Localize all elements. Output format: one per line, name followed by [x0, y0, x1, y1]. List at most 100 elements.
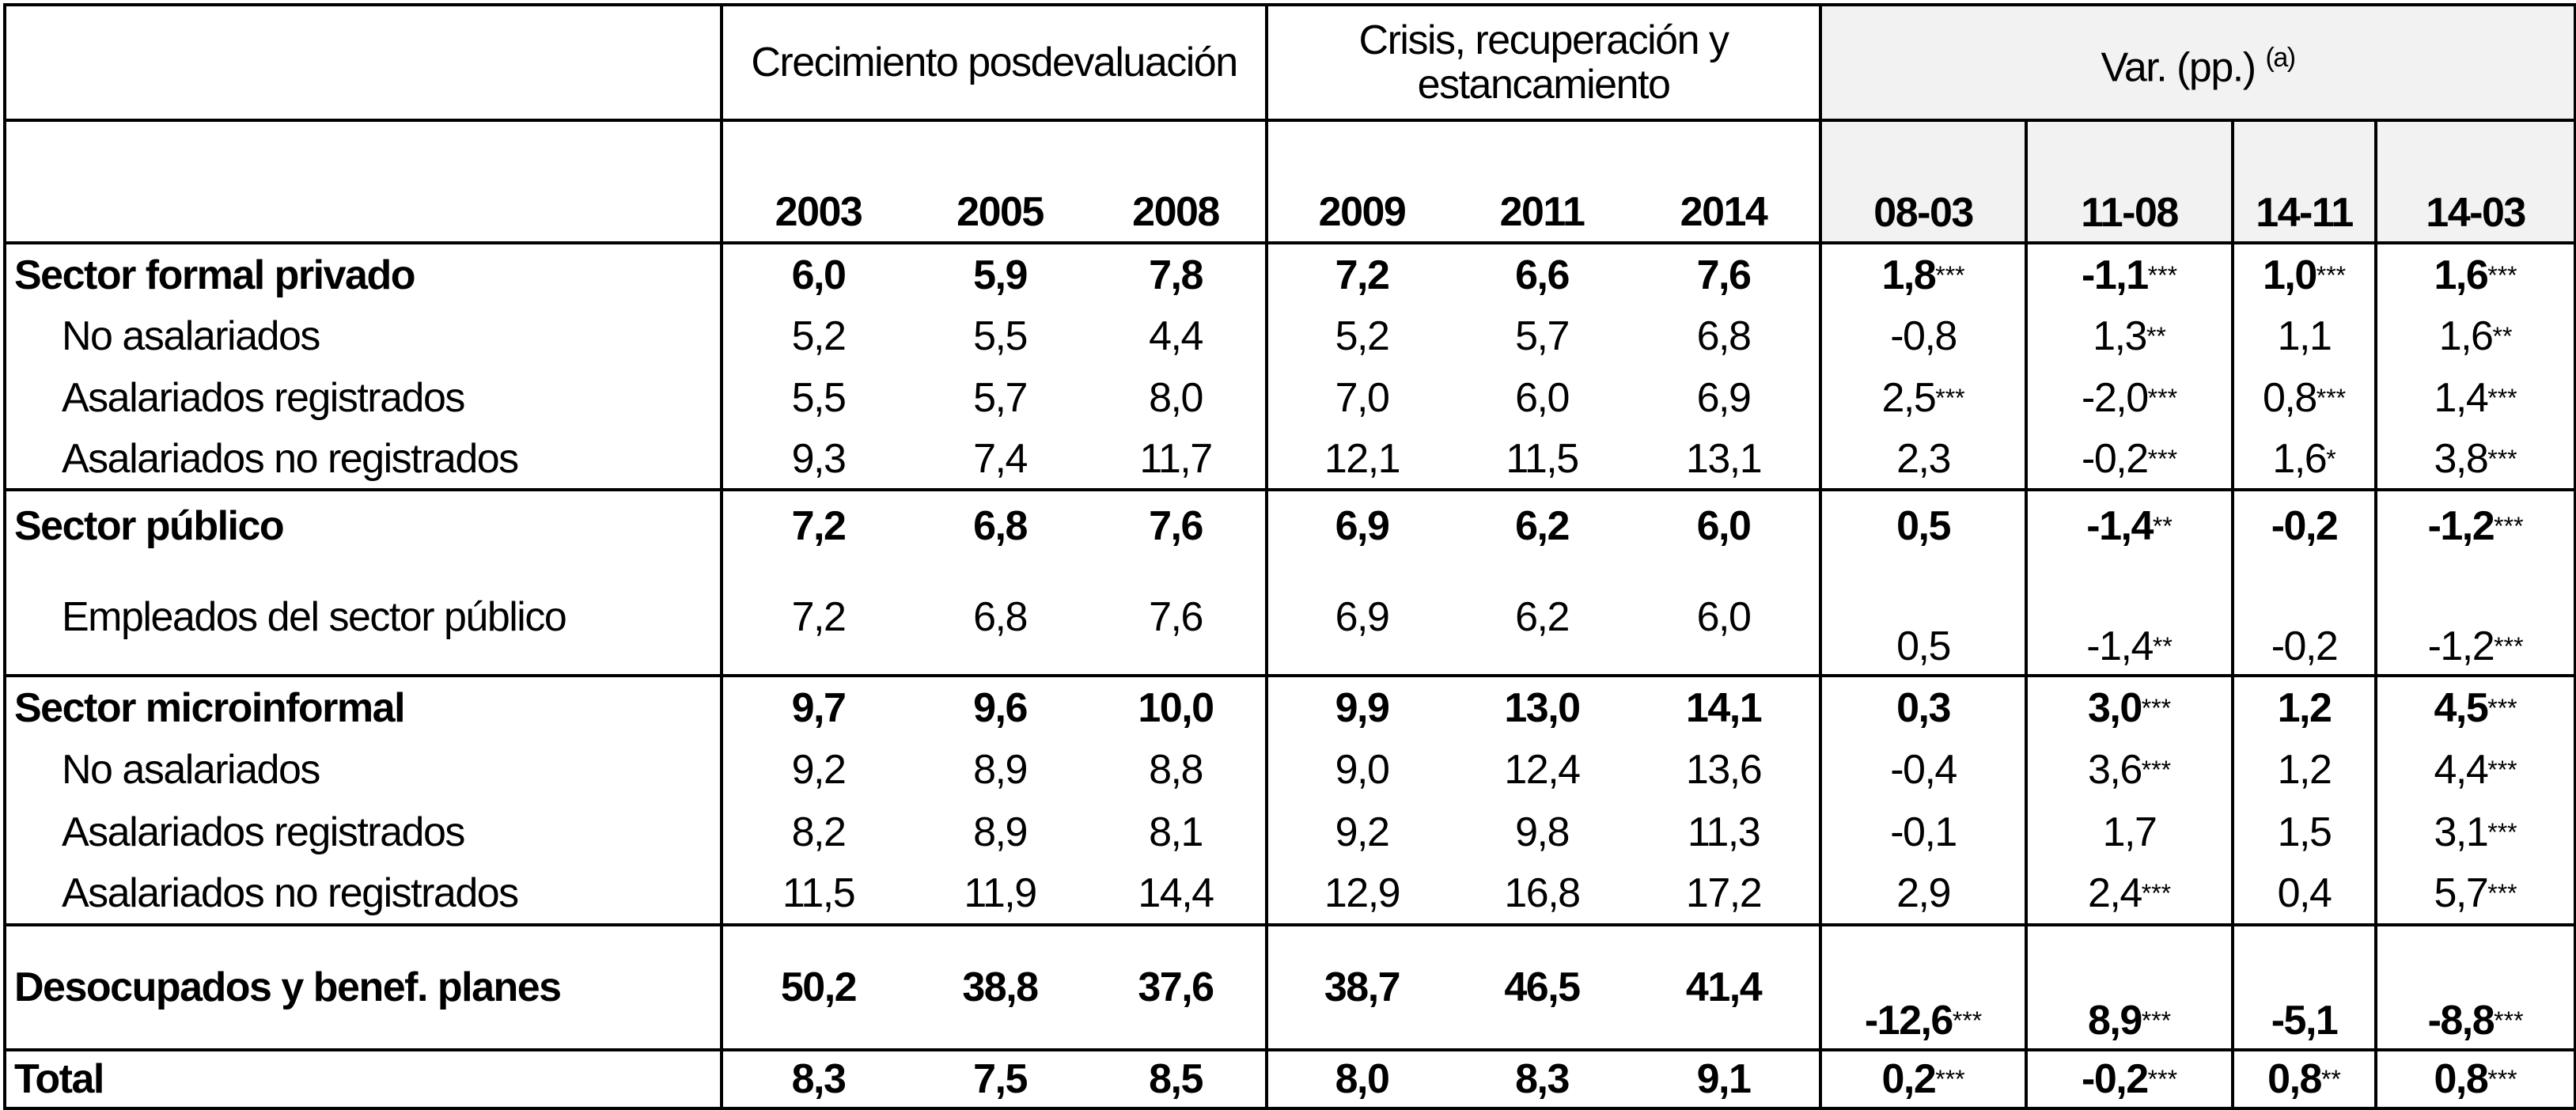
significance-stars: *** — [2487, 756, 2517, 784]
significance-stars: *** — [1935, 260, 1965, 290]
var-11-08: 1,7 — [2025, 801, 2235, 862]
var-14-03: 3,8*** — [2374, 429, 2576, 491]
var-11-08: -2,0*** — [2025, 366, 2235, 429]
var-11-08: 1,3** — [2025, 305, 2235, 366]
value-2003: 11,5 — [720, 862, 914, 926]
table-row: No asalariados 9,2 8,9 8,8 9,0 12,4 13,6 -0,4 3,… — [3, 738, 2576, 801]
var-value: 1,3 — [2093, 313, 2147, 359]
significance-stars: *** — [2316, 260, 2347, 290]
row-label: Sector microinformal — [3, 674, 723, 738]
significance-stars: *** — [2141, 878, 2172, 907]
header-empty-cell — [3, 119, 723, 244]
value-2005: 5,7 — [973, 374, 1028, 421]
table-row: Sector público 7,2 6,8 7,6 6,9 6,2 6,0 0,5 -1,4*… — [3, 488, 2576, 560]
value-2008: 4,4 — [1086, 305, 1268, 366]
value-2008: 8,8 — [1086, 738, 1268, 801]
value-2014: 14,1 — [1628, 674, 1823, 738]
significance-stars: *** — [2141, 756, 2172, 784]
var-14-03: 1,4*** — [2374, 366, 2576, 429]
value-2011: 13,0 — [1456, 674, 1628, 738]
significance-stars: *** — [2316, 383, 2347, 412]
significance-stars: *** — [2147, 383, 2178, 412]
var-header-11-08: 11-08 — [2025, 119, 2235, 244]
significance-stars: *** — [2487, 260, 2517, 290]
year-header-2005: 2005 — [914, 119, 1086, 244]
value-2011: 46,5 — [1456, 923, 1628, 1051]
var-value: -0,8 — [1890, 313, 1957, 359]
value-2005: 6,8 — [914, 488, 1086, 560]
significance-stars: *** — [1952, 1006, 1983, 1035]
var-08-03: 2,3 — [1819, 429, 2029, 491]
significance-stars: *** — [2487, 444, 2517, 473]
row-label: No asalariados — [3, 738, 723, 801]
var-value: 1,5 — [2277, 809, 2332, 855]
row-label: Asalariados no registrados — [3, 862, 723, 926]
value-2008: 37,6 — [1086, 923, 1268, 1051]
row-label: Sector formal privado — [3, 243, 723, 305]
var-value: 1,2 — [2277, 747, 2332, 793]
var-header-14-11: 14-11 — [2231, 119, 2378, 244]
header-group-var: Var. (pp.) (a) — [1819, 3, 2576, 122]
var-value: -8,8 — [2427, 998, 2495, 1044]
var-11-08: 2,4*** — [2025, 862, 2235, 926]
var-14-03: 0,8*** — [2374, 1048, 2576, 1110]
significance-stars: *** — [2487, 1065, 2517, 1093]
significance-stars: *** — [2494, 1006, 2524, 1035]
var-value: 1,7 — [2102, 809, 2157, 855]
var-11-08: 3,6*** — [2025, 738, 2235, 801]
value-2005: 9,6 — [914, 674, 1086, 738]
year-header-2009: 2009 — [1265, 119, 1456, 244]
var-footnote-marker: (a) — [2265, 42, 2297, 73]
var-value: -1,2 — [2427, 502, 2495, 549]
table-row: Sector formal privado 6,0 5,9 7,8 7,2 6,6 7,6 1… — [3, 243, 2576, 305]
row-label: Asalariados registrados — [3, 366, 723, 429]
value-2014: 41,4 — [1628, 923, 1823, 1051]
value-2008: 8,1 — [1086, 801, 1268, 862]
value-2003: 9,7 — [720, 674, 914, 738]
var-14-03: 5,7*** — [2374, 862, 2576, 926]
var-value: 1,4 — [2434, 374, 2488, 421]
value-2014: 13,1 — [1628, 429, 1823, 491]
var-14-03: -1,2*** — [2374, 560, 2576, 677]
value-2003: 5,5 — [720, 366, 914, 429]
data-table: Crecimiento posdevaluación Crisis, recup… — [3, 3, 2576, 1110]
var-value: -2,0 — [2082, 374, 2149, 421]
var-value: 5,7 — [2434, 869, 2488, 916]
value-2014: 6,9 — [1628, 366, 1823, 429]
var-value: 4,5 — [2434, 684, 2488, 731]
significance-stars: *** — [2147, 444, 2178, 473]
var-value: 4,4 — [2434, 747, 2488, 793]
value-2011: 11,5 — [1456, 429, 1628, 491]
year-header-2003: 2003 — [720, 119, 914, 244]
value-2003: 8,2 — [720, 801, 914, 862]
significance-stars: ** — [2492, 321, 2513, 350]
var-value: 1,6 — [2434, 252, 2488, 298]
var-value: 3,6 — [2087, 747, 2142, 793]
var-value: 2,4 — [2087, 869, 2142, 916]
value-2009: 7,2 — [1265, 243, 1456, 305]
value-2003: 8,3 — [720, 1048, 914, 1110]
var-value: 0,2 — [1881, 1056, 1936, 1102]
value-2011: 5,7 — [1515, 313, 1570, 359]
significance-stars: ** — [2152, 632, 2173, 661]
table-row: No asalariados 5,2 5,5 4,4 5,2 5,7 6,8 -0,8 1,3*… — [3, 305, 2576, 366]
var-14-03: -8,8*** — [2374, 923, 2576, 1051]
var-14-03: 1,6** — [2374, 305, 2576, 366]
row-label: Asalariados no registrados — [3, 429, 723, 491]
var-08-03: -12,6*** — [1819, 923, 2029, 1051]
value-2009: 8,0 — [1265, 1048, 1456, 1110]
value-2008: 7,8 — [1086, 243, 1268, 305]
value-2011: 16,8 — [1456, 862, 1628, 926]
var-14-11: 1,5 — [2231, 801, 2378, 862]
var-header-08-03: 08-03 — [1819, 119, 2029, 244]
value-2014: 11,3 — [1628, 801, 1823, 862]
var-value: 1,1 — [2277, 313, 2332, 359]
var-value: 8,9 — [2087, 998, 2142, 1044]
value-2011: 6,6 — [1515, 252, 1570, 298]
significance-stars: *** — [2487, 693, 2517, 722]
table-row: Empleados del sector público 7,2 6,8 7,6 6,9… — [3, 560, 2576, 677]
var-11-08: -1,4** — [2025, 560, 2235, 677]
var-value: 0,8 — [2434, 1056, 2488, 1102]
significance-stars: * — [2326, 444, 2336, 473]
value-2009: 12,1 — [1265, 429, 1456, 491]
